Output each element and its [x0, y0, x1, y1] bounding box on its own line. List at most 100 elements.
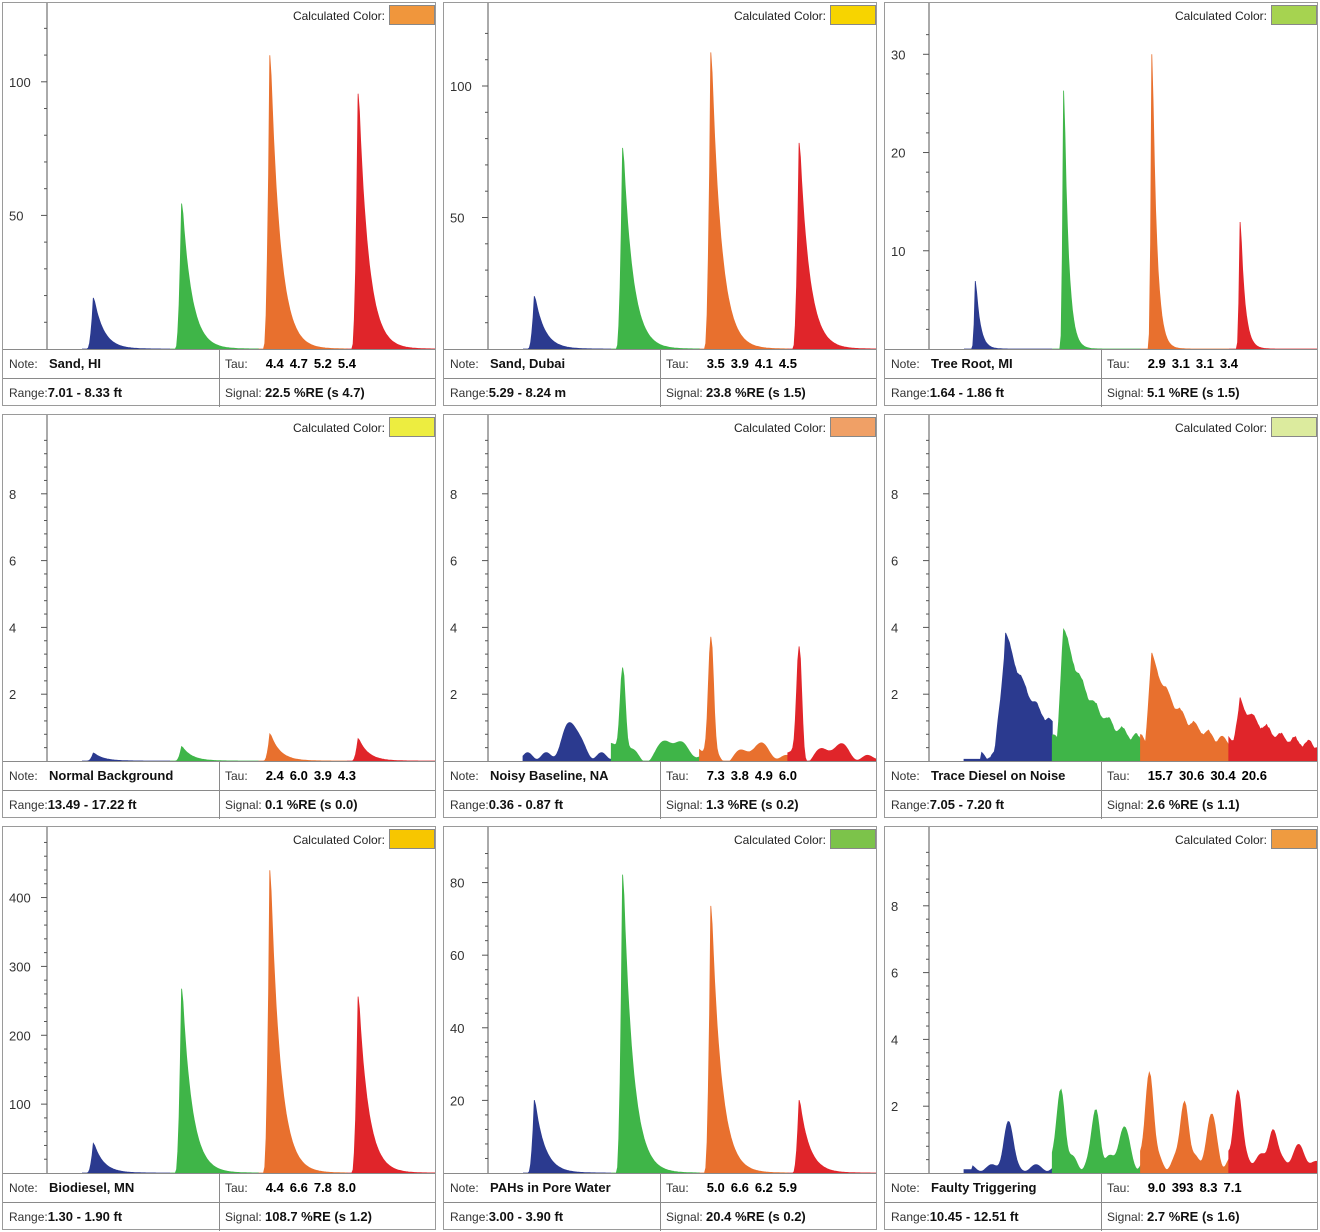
y-tick-label: 2	[450, 687, 457, 702]
note-cell: Note: Sand, HI	[9, 350, 101, 378]
tau-cell: Tau: 4.4 6.6 7.8 8.0	[225, 1174, 362, 1202]
tau-value: 3.1	[1195, 356, 1214, 371]
calculated-color-swatch	[1271, 417, 1317, 437]
waveform-channel-1	[523, 296, 612, 349]
signal-value: 20.4 %RE (s 0.2)	[706, 1209, 806, 1224]
range-label: Range:	[891, 798, 930, 812]
info-table: Note: Noisy Baseline, NA Tau: 7.3 3.8 4.9 6.0…	[444, 761, 876, 819]
waveform-plot: 50 100	[450, 3, 876, 349]
range-cell: Range:13.49 - 17.22 ft	[9, 791, 137, 819]
waveform-channel-4	[787, 646, 876, 761]
waveform-channel-2	[610, 667, 700, 761]
signal-label: Signal:	[1107, 1210, 1148, 1224]
signal-cell: Signal: 23.8 %RE (s 1.5)	[666, 379, 806, 407]
range-label: Range:	[891, 1210, 930, 1224]
calculated-color-swatch	[830, 829, 876, 849]
info-divider	[885, 790, 1317, 791]
tau-value: 4.3	[337, 768, 356, 783]
waveform-channel-4	[1228, 697, 1317, 761]
range-cell: Range:7.05 - 7.20 ft	[891, 791, 1004, 819]
y-tick-label: 200	[9, 1028, 31, 1043]
calculated-color-label: Calculated Color:	[292, 9, 385, 23]
y-tick-label: 4	[450, 620, 457, 635]
tau-value: 4.9	[754, 768, 773, 783]
tau-value: 5.4	[337, 356, 356, 371]
y-tick-label: 6	[450, 554, 457, 569]
waveform-channel-1	[82, 752, 171, 761]
waveform-channel-3	[258, 732, 347, 761]
waveform-channel-2	[611, 147, 700, 349]
tau-value: 3.9	[730, 356, 749, 371]
tau-value: 8.0	[337, 1180, 356, 1195]
note-value: Trace Diesel on Noise	[931, 768, 1066, 783]
waveform-channel-4	[346, 996, 435, 1173]
tau-value: 6.6	[289, 1180, 308, 1195]
y-tick-label: 100	[450, 79, 472, 94]
info-table: Note: Faulty Triggering Tau: 9.0 393 8.3 7.1 R…	[885, 1173, 1317, 1231]
tau-value: 3.8	[730, 768, 749, 783]
y-tick-label: 2	[9, 687, 16, 702]
signal-label: Signal:	[1107, 386, 1148, 400]
info-divider	[885, 1202, 1317, 1203]
waveform-channel-2	[611, 874, 700, 1173]
waveform-plot: 2 4 6 8	[891, 415, 1317, 761]
y-tick-label: 300	[9, 959, 31, 974]
tau-value: 15.7	[1147, 768, 1173, 783]
note-label: Note:	[9, 1181, 42, 1195]
y-tick-label: 6	[891, 554, 898, 569]
signal-cell: Signal: 22.5 %RE (s 4.7)	[225, 379, 365, 407]
y-tick-label: 20	[450, 1093, 464, 1108]
info-table: Note: Trace Diesel on Noise Tau: 15.7 30.6 3…	[885, 761, 1317, 819]
note-cell: Note: Biodiesel, MN	[9, 1174, 134, 1202]
waveform-channel-2	[170, 203, 259, 349]
tau-value: 393	[1171, 1180, 1194, 1195]
tau-value: 7.3	[706, 768, 725, 783]
range-cell: Range:7.01 - 8.33 ft	[9, 379, 122, 407]
chart-panel: 2 4 6 8 Calculated Color: Note: Normal Backgr…	[2, 414, 436, 819]
y-tick-label: 30	[891, 47, 905, 62]
waveform-channel-1	[82, 1142, 171, 1173]
signal-cell: Signal: 5.1 %RE (s 1.5)	[1107, 379, 1240, 407]
y-tick-label: 8	[891, 899, 898, 914]
note-value: Faulty Triggering	[931, 1180, 1037, 1195]
calculated-color-swatch	[830, 417, 876, 437]
waveform-channel-4	[787, 142, 876, 349]
chart-panel: 2 4 6 8 Calculated Color: Note: Faulty Trigge…	[884, 826, 1318, 1231]
signal-label: Signal:	[1107, 798, 1148, 812]
note-label: Note:	[891, 1181, 924, 1195]
calculated-color-label: Calculated Color:	[292, 421, 385, 435]
signal-value: 2.6 %RE (s 1.1)	[1147, 797, 1240, 812]
waveform-channel-1	[523, 1100, 612, 1173]
waveform-channel-1	[522, 722, 612, 761]
range-value: 1.30 - 1.90 ft	[47, 1209, 123, 1224]
tau-value: 4.4	[265, 356, 284, 371]
note-value: Tree Root, MI	[931, 356, 1013, 371]
waveform-channel-1	[963, 632, 1053, 761]
range-label: Range:	[450, 386, 489, 400]
tau-cell: Tau: 2.4 6.0 3.9 4.3	[225, 762, 362, 790]
info-table: Note: Sand, Dubai Tau: 3.5 3.9 4.1 4.5 Range:5…	[444, 349, 876, 407]
waveform-channel-3	[699, 636, 789, 761]
tau-label: Tau:	[225, 357, 248, 371]
y-tick-label: 6	[9, 554, 16, 569]
tau-label: Tau:	[666, 1181, 689, 1195]
tau-label: Tau:	[666, 769, 689, 783]
range-value: 3.00 - 3.90 ft	[488, 1209, 564, 1224]
tau-cell: Tau: 7.3 3.8 4.9 6.0	[666, 762, 803, 790]
waveform-channel-4	[1228, 1089, 1317, 1173]
y-tick-label: 6	[891, 966, 898, 981]
range-cell: Range:10.45 - 12.51 ft	[891, 1203, 1019, 1231]
tau-label: Tau:	[225, 769, 248, 783]
tau-value: 7.1	[1223, 1180, 1242, 1195]
calculated-color-swatch	[1271, 5, 1317, 25]
calculated-color-swatch	[389, 417, 435, 437]
tau-value: 4.5	[778, 356, 797, 371]
signal-value: 0.1 %RE (s 0.0)	[265, 797, 358, 812]
note-cell: Note: PAHs in Pore Water	[450, 1174, 611, 1202]
info-table: Note: Tree Root, MI Tau: 2.9 3.1 3.1 3.4 Range…	[885, 349, 1317, 407]
tau-label: Tau:	[225, 1181, 248, 1195]
note-cell: Note: Normal Background	[9, 762, 173, 790]
signal-value: 5.1 %RE (s 1.5)	[1147, 385, 1240, 400]
info-table: Note: Biodiesel, MN Tau: 4.4 6.6 7.8 8.0 Range…	[3, 1173, 435, 1231]
tau-value: 3.1	[1171, 356, 1190, 371]
